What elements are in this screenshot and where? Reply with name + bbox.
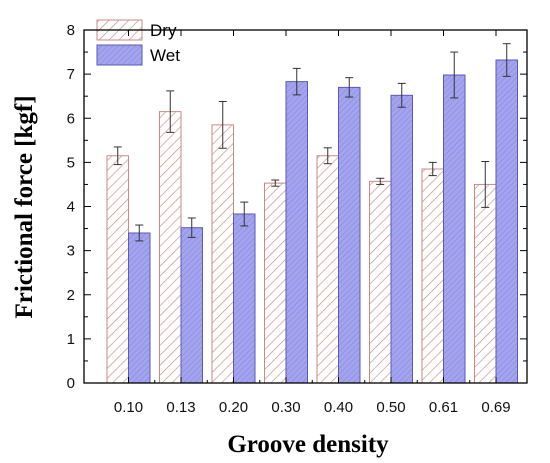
error-bar-dry-0.20 xyxy=(218,100,227,149)
x-tick-label-0.13: 0.13 xyxy=(166,399,195,416)
error-bar-wet-0.61 xyxy=(450,51,459,99)
error-bar-dry-0.30 xyxy=(271,179,280,187)
y-axis-title: Frictional force [kgf] xyxy=(11,95,38,318)
bar-wet-0.20 xyxy=(233,213,256,384)
y-tick-label: 6 xyxy=(67,110,75,127)
error-bar-dry-0.50 xyxy=(376,177,385,185)
y-tick-label: 1 xyxy=(67,331,75,348)
bars-group xyxy=(106,43,518,384)
error-bar-dry-0.69 xyxy=(481,160,490,208)
x-tick-label-0.30: 0.30 xyxy=(271,399,300,416)
error-bar-dry-0.61 xyxy=(428,161,437,177)
y-tick-label: 2 xyxy=(67,287,75,304)
y-tick-label: 4 xyxy=(67,199,75,216)
y-tick-label: 5 xyxy=(67,154,75,171)
error-bar-dry-0.10 xyxy=(113,146,122,166)
error-bar-wet-0.20 xyxy=(240,201,249,227)
bar-wet-0.61 xyxy=(443,74,466,384)
bar-dry-0.50 xyxy=(369,180,392,384)
bar-dry-0.40 xyxy=(316,155,339,384)
bar-wet-0.30 xyxy=(285,81,308,384)
legend: Dry Wet xyxy=(96,19,180,66)
error-bar-dry-0.13 xyxy=(166,90,175,133)
bar-wet-0.10 xyxy=(128,232,151,384)
y-tick-label: 8 xyxy=(67,22,75,39)
bar-wet-0.69 xyxy=(495,59,518,384)
x-tick-label-0.50: 0.50 xyxy=(376,399,405,416)
error-bar-wet-0.30 xyxy=(292,67,301,96)
error-bar-wet-0.10 xyxy=(135,224,144,242)
x-axis-title: Groove density xyxy=(227,431,389,458)
bar-dry-0.61 xyxy=(421,168,444,384)
x-tick-label-0.69: 0.69 xyxy=(481,399,510,416)
y-tick-label: 0 xyxy=(67,375,75,392)
y-tick-label: 7 xyxy=(67,66,75,83)
x-tick-label-0.10: 0.10 xyxy=(114,399,143,416)
bar-dry-0.10 xyxy=(106,155,129,384)
x-tick-label-0.40: 0.40 xyxy=(324,399,353,416)
legend-swatch-wet xyxy=(96,44,143,66)
bar-dry-0.69 xyxy=(474,183,497,384)
legend-label-wet: Wet xyxy=(150,46,180,65)
error-bar-wet-0.50 xyxy=(397,82,406,108)
error-bar-dry-0.40 xyxy=(323,147,332,165)
bar-wet-0.13 xyxy=(180,227,203,384)
x-tick-label-0.61: 0.61 xyxy=(429,399,458,416)
error-bar-wet-0.13 xyxy=(187,217,196,238)
axes-ticks xyxy=(84,29,527,384)
y-tick-label: 3 xyxy=(67,243,75,260)
bar-dry-0.20 xyxy=(211,124,234,384)
error-bar-wet-0.69 xyxy=(502,43,511,77)
bar-wet-0.50 xyxy=(390,94,413,384)
error-bar-wet-0.40 xyxy=(345,77,354,98)
bar-dry-0.13 xyxy=(159,111,182,384)
bar-wet-0.40 xyxy=(338,86,361,384)
bar-dry-0.30 xyxy=(264,182,287,384)
x-tick-label-0.20: 0.20 xyxy=(219,399,248,416)
